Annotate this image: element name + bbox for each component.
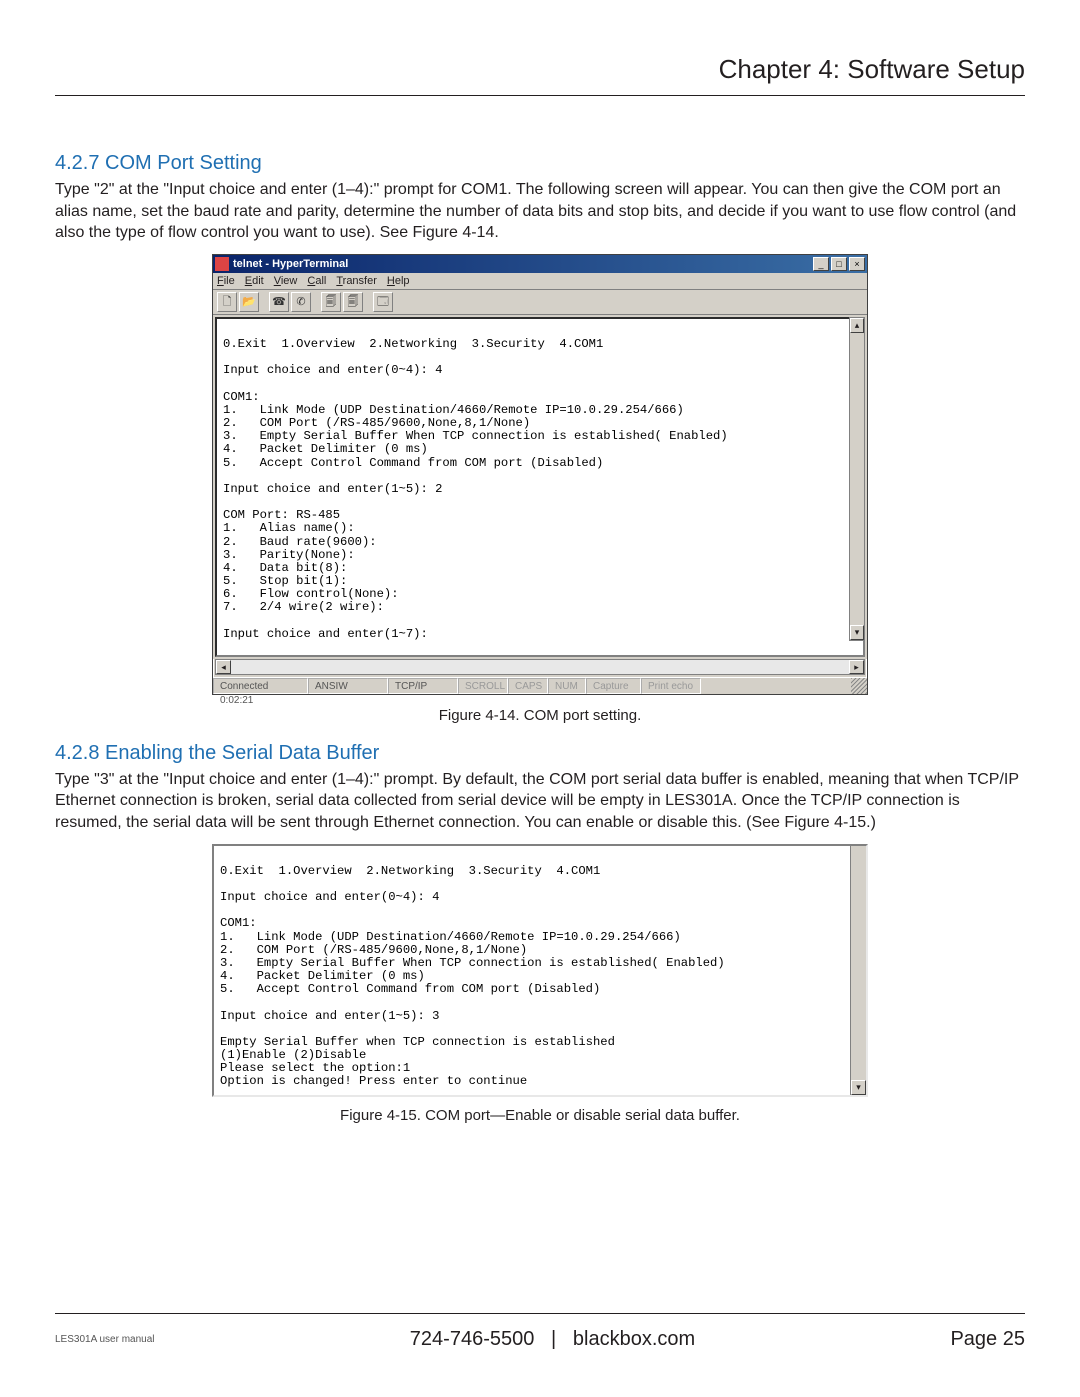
footer-contact: 724-746-5500 | blackbox.com <box>410 1328 695 1351</box>
minimize-button[interactable]: _ <box>813 257 829 271</box>
footer-site: blackbox.com <box>573 1328 695 1350</box>
menubar: File Edit View Call Transfer Help <box>213 273 867 290</box>
status-bar: Connected 0:02:21 ANSIW TCP/IP SCROLL CA… <box>213 677 867 694</box>
footer-manual: LES301A user manual <box>55 1334 155 1345</box>
status-capture: Capture <box>586 678 641 694</box>
figure-caption-414: Figure 4-14. COM port setting. <box>55 707 1025 724</box>
status-num: NUM <box>548 678 586 694</box>
hscroll-track[interactable] <box>231 660 849 674</box>
vertical-scrollbar-2[interactable]: ▾ <box>850 846 866 1095</box>
tb-new-icon[interactable]: 🗋 <box>217 292 237 312</box>
toolbar: 🗋 📂 ☎ ✆ 🗐 🗐 🗔 <box>213 290 867 315</box>
app-icon <box>215 257 229 271</box>
tb-connect-icon[interactable]: ☎ <box>269 292 289 312</box>
status-caps: CAPS <box>508 678 548 694</box>
footer-phone: 724-746-5500 <box>410 1328 535 1350</box>
tb-disconnect-icon[interactable]: ✆ <box>291 292 311 312</box>
hyperterminal-window: telnet - HyperTerminal _ □ × File Edit V… <box>212 254 868 695</box>
scroll-left-icon[interactable]: ◂ <box>216 660 231 674</box>
page-footer: LES301A user manual 724-746-5500 | black… <box>55 1313 1025 1351</box>
window-title: telnet - HyperTerminal <box>233 258 813 270</box>
section-title-427: 4.2.7 COM Port Setting <box>55 152 1025 175</box>
scroll-down-icon[interactable]: ▾ <box>851 1080 866 1095</box>
scroll-right-icon[interactable]: ▸ <box>849 660 864 674</box>
menu-transfer[interactable]: Transfer <box>336 275 377 287</box>
menu-call[interactable]: Call <box>307 275 326 287</box>
tb-receive-icon[interactable]: 🗐 <box>343 292 363 312</box>
menu-view[interactable]: View <box>274 275 298 287</box>
scroll-up-icon[interactable]: ▴ <box>850 318 864 333</box>
terminal-window-2: 0.Exit 1.Overview 2.Networking 3.Securit… <box>212 844 868 1097</box>
status-printecho: Print echo <box>641 678 701 694</box>
section-title-428: 4.2.8 Enabling the Serial Data Buffer <box>55 742 1025 765</box>
chapter-header: Chapter 4: Software Setup <box>55 54 1025 96</box>
tb-send-icon[interactable]: 🗐 <box>321 292 341 312</box>
menu-edit[interactable]: Edit <box>245 275 264 287</box>
horizontal-scrollbar[interactable]: ◂ ▸ <box>215 659 865 675</box>
resize-grip-icon[interactable] <box>851 678 867 694</box>
status-connected: Connected 0:02:21 <box>213 678 308 694</box>
section-para-427: Type "2" at the "Input choice and enter … <box>55 179 1025 244</box>
terminal-output-2[interactable]: 0.Exit 1.Overview 2.Networking 3.Securit… <box>214 846 866 1095</box>
figure-caption-415: Figure 4-15. COM port—Enable or disable … <box>55 1107 1025 1124</box>
tb-properties-icon[interactable]: 🗔 <box>373 292 393 312</box>
tb-open-icon[interactable]: 📂 <box>239 292 259 312</box>
scroll-down-icon[interactable]: ▾ <box>850 625 864 640</box>
vertical-scrollbar[interactable]: ▴ ▾ <box>849 317 865 641</box>
status-protocol: TCP/IP <box>388 678 458 694</box>
status-emulation: ANSIW <box>308 678 388 694</box>
close-button[interactable]: × <box>849 257 865 271</box>
menu-help[interactable]: Help <box>387 275 410 287</box>
status-scroll: SCROLL <box>458 678 508 694</box>
section-para-428: Type "3" at the "Input choice and enter … <box>55 769 1025 834</box>
titlebar[interactable]: telnet - HyperTerminal _ □ × <box>213 255 867 273</box>
menu-file[interactable]: File <box>217 275 235 287</box>
footer-page: Page 25 <box>950 1328 1025 1351</box>
maximize-button[interactable]: □ <box>831 257 847 271</box>
terminal-output[interactable]: 0.Exit 1.Overview 2.Networking 3.Securit… <box>215 317 865 657</box>
